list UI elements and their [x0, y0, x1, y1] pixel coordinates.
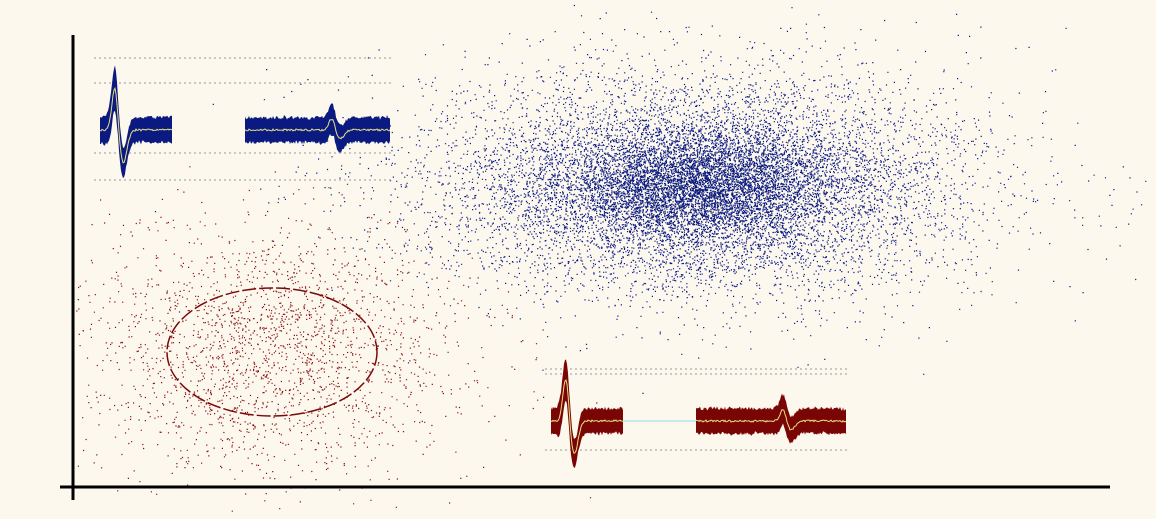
waveform-mean [244, 119, 391, 140]
waveform-band [696, 393, 846, 444]
waveform-layer [94, 57, 848, 468]
waveform-mean [550, 379, 624, 455]
waveform-mean [695, 409, 847, 431]
cluster-ellipse [166, 287, 378, 417]
waveform-mean [99, 86, 173, 164]
waveform-band [245, 103, 390, 154]
waveform-band [551, 359, 623, 468]
waveform-band [100, 65, 172, 178]
